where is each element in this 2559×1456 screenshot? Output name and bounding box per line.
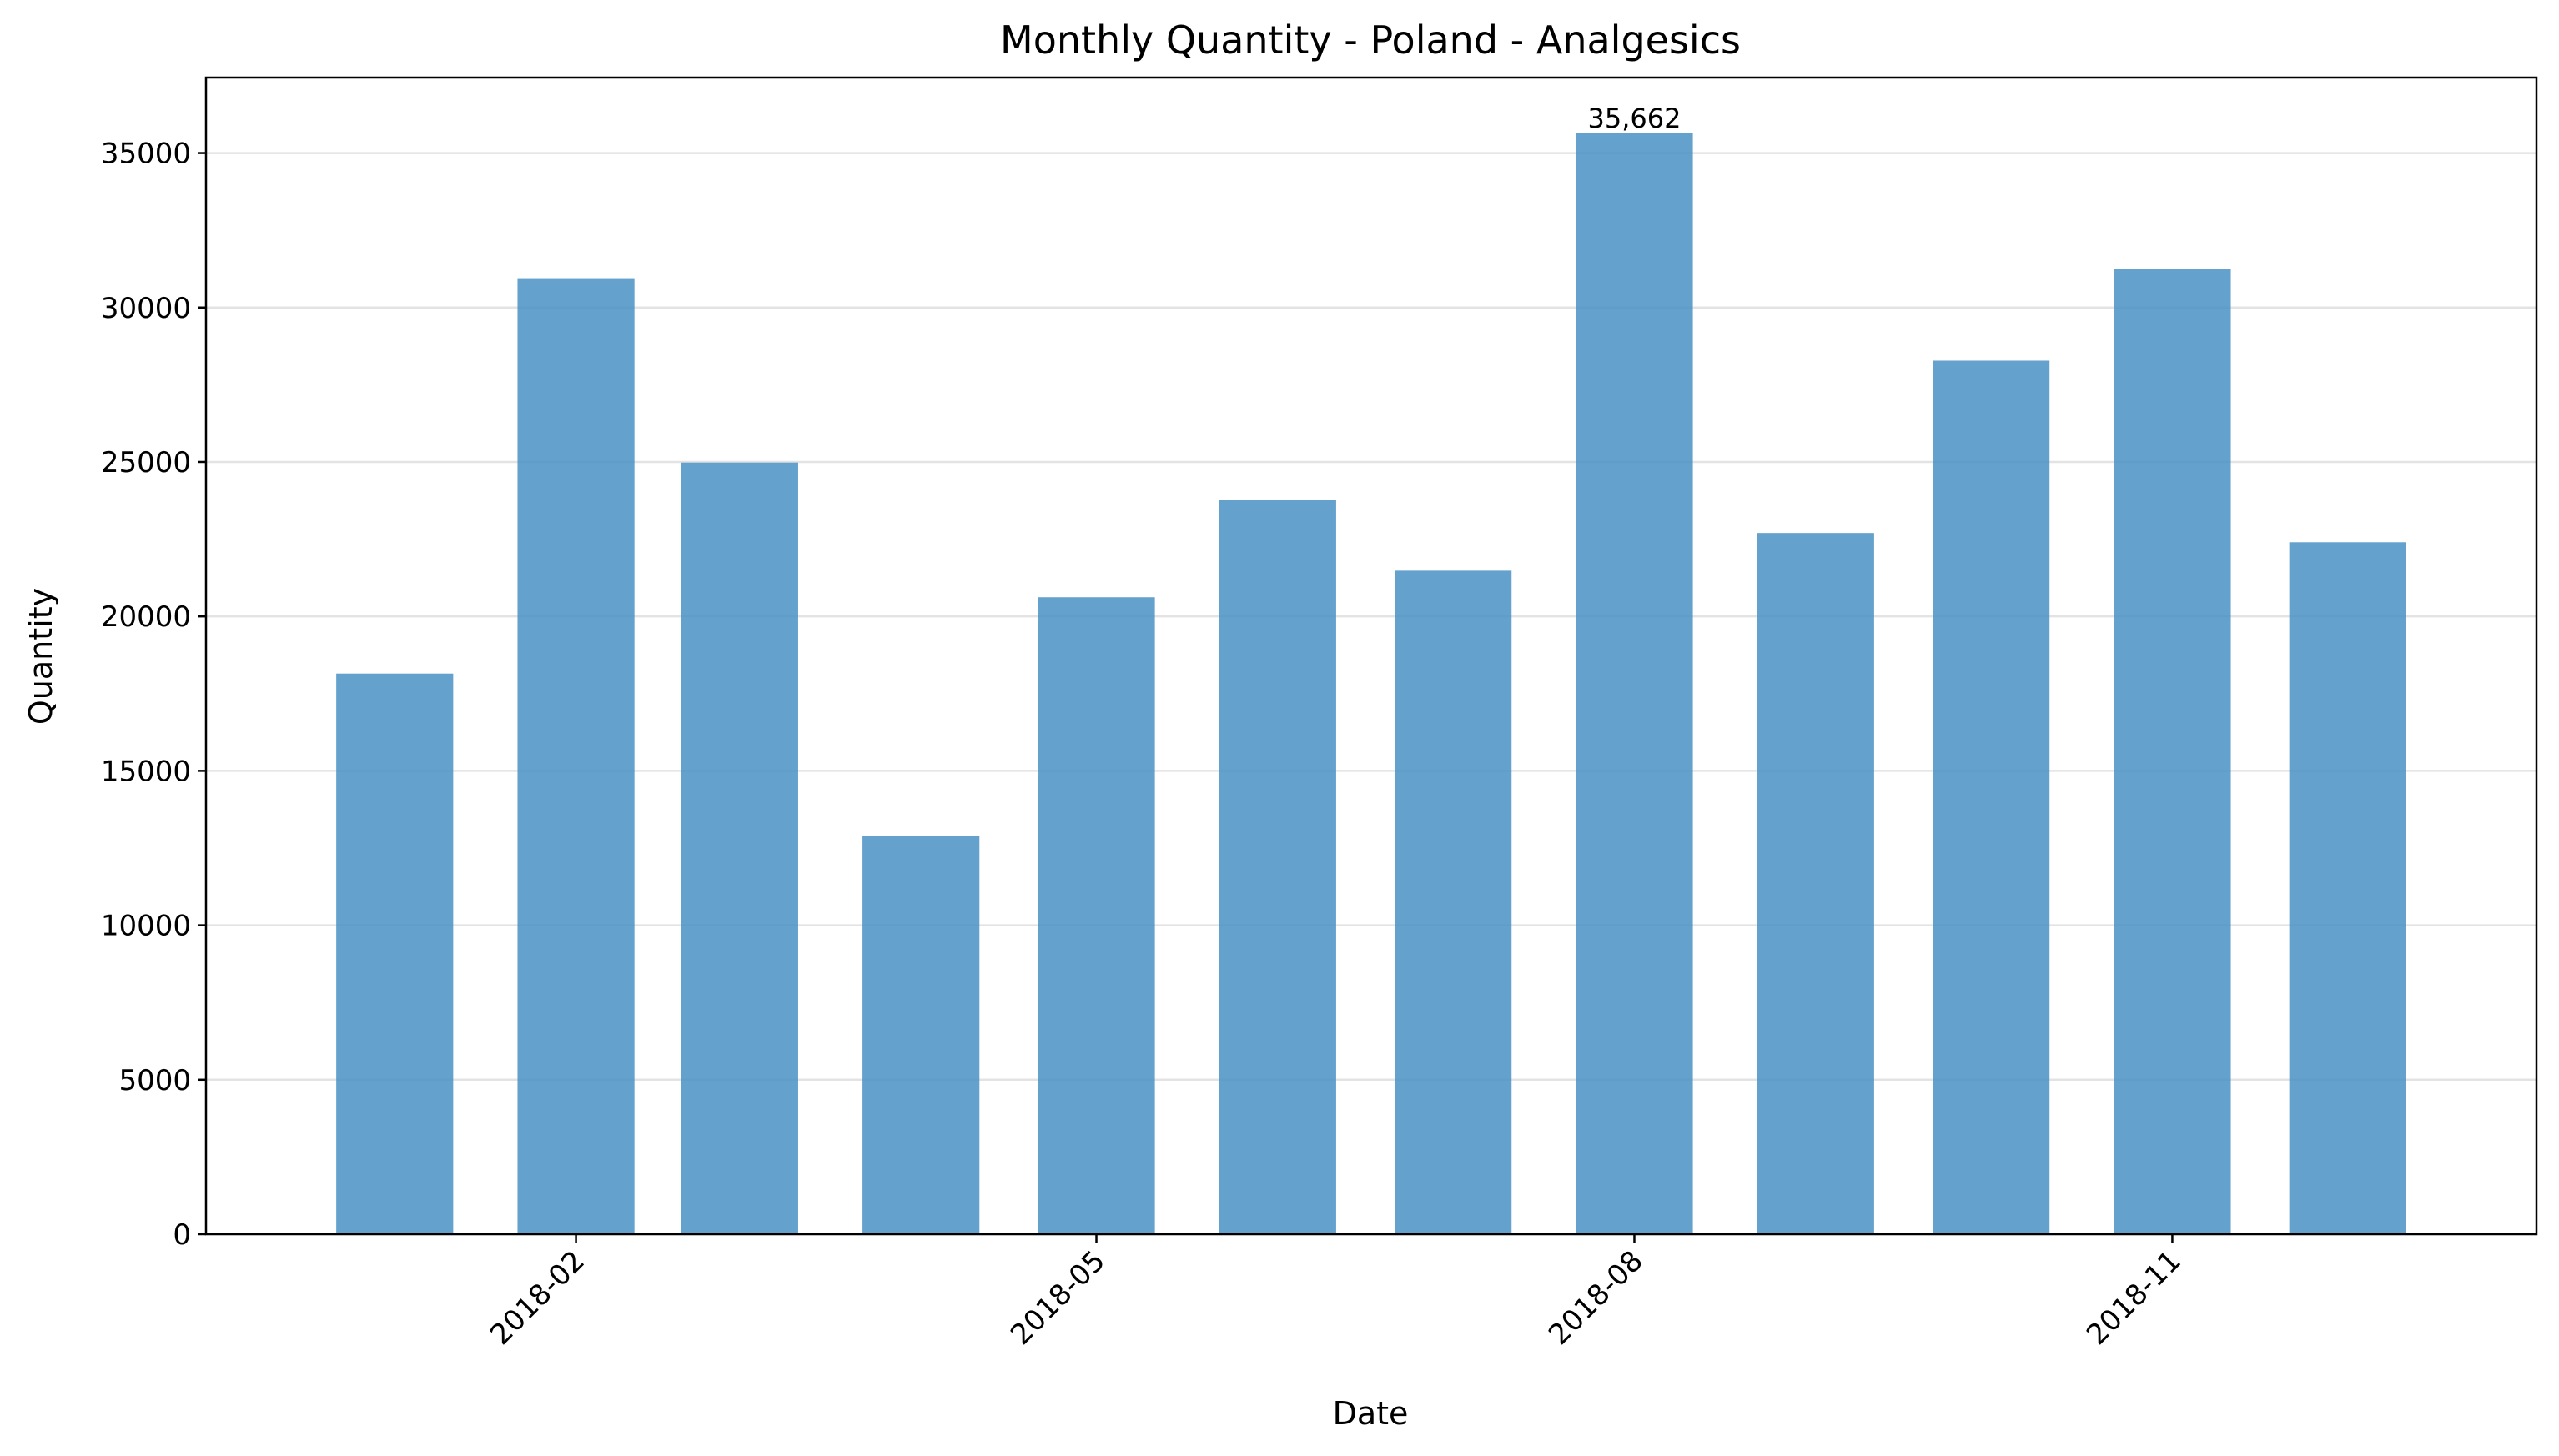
y-axis-ticks: 0 5000 10000 15000 20000 25000 30000 35000	[101, 138, 206, 1252]
bar	[1038, 597, 1155, 1234]
plot-frame	[204, 76, 2538, 1236]
bars	[336, 133, 2406, 1235]
y-tick-label: 30000	[101, 292, 191, 325]
bar	[862, 836, 980, 1234]
chart-title: Monthly Quantity - Poland - Analgesics	[1000, 18, 1741, 63]
x-axis-ticks: 2018-02 2018-05 2018-08 2018-11	[484, 1234, 2188, 1352]
bar	[1757, 533, 1874, 1234]
x-tick-label: 2018-11	[2080, 1244, 2188, 1352]
y-axis-label: Quantity	[23, 588, 59, 725]
x-tick-label: 2018-05	[1004, 1244, 1112, 1352]
bar-value-label: 35,662	[1587, 103, 1681, 134]
bar	[336, 673, 454, 1234]
bar	[681, 462, 798, 1234]
x-tick-label: 2018-08	[1542, 1244, 1650, 1352]
y-tick-label: 25000	[101, 446, 191, 479]
y-tick-label: 20000	[101, 600, 191, 634]
y-tick-label: 5000	[118, 1064, 191, 1097]
y-tick-label: 35000	[101, 138, 191, 171]
bar	[1395, 570, 1512, 1234]
annotations: 35,662	[1587, 103, 1681, 134]
x-tick-label: 2018-02	[484, 1244, 591, 1352]
y-tick-label: 10000	[101, 910, 191, 943]
bar	[2114, 269, 2231, 1234]
x-axis-label: Date	[1333, 1395, 1409, 1432]
bar	[1933, 360, 2050, 1234]
bar	[1219, 500, 1336, 1234]
bar	[1576, 133, 1693, 1235]
bar	[517, 278, 635, 1234]
y-tick-label: 15000	[101, 755, 191, 788]
bar	[2289, 542, 2406, 1234]
y-tick-label: 0	[173, 1218, 191, 1252]
